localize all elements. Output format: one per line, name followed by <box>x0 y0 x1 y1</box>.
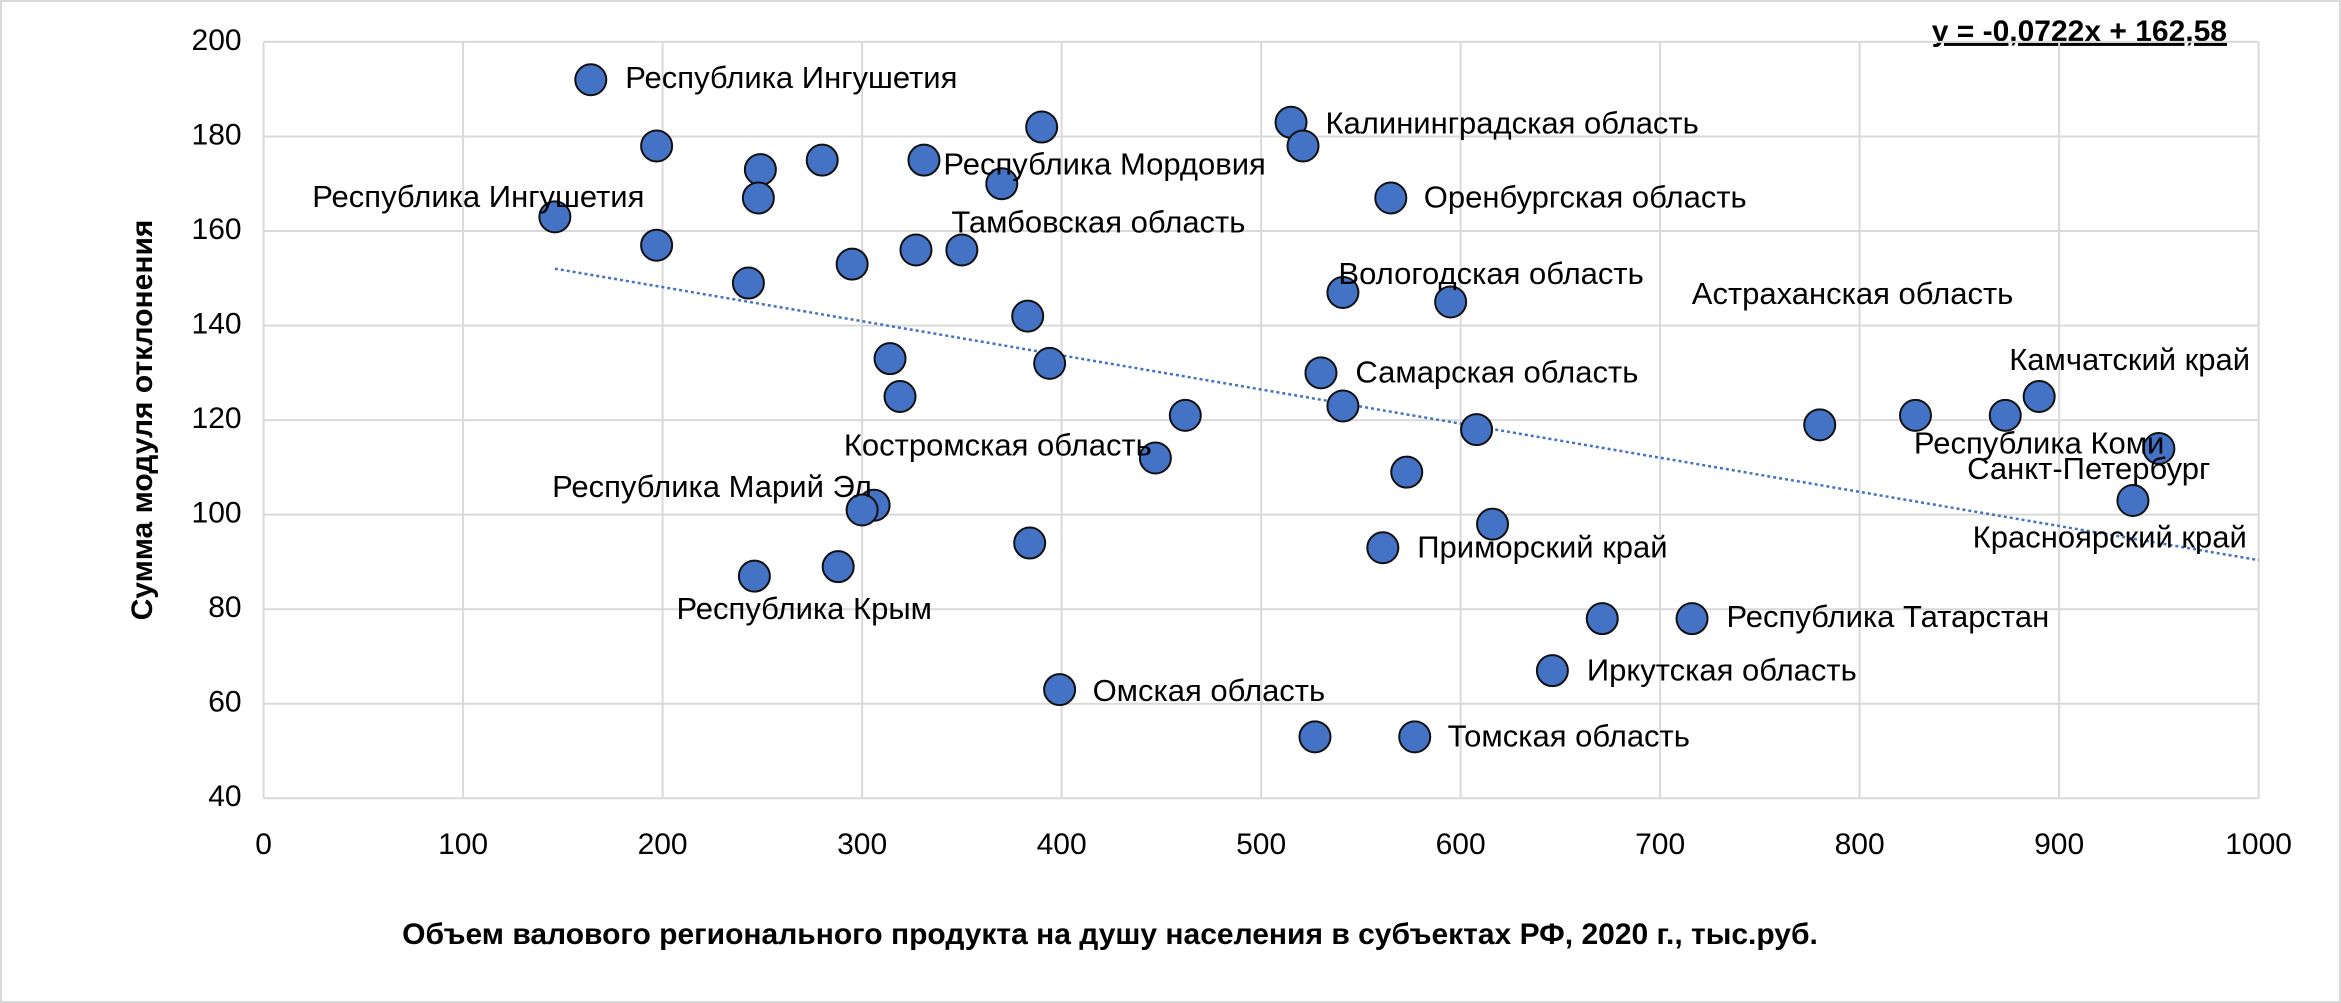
x-tick-label: 500 <box>1236 828 1286 861</box>
marker <box>985 167 1019 201</box>
data-label: Республика Ингушетия <box>625 60 957 95</box>
marker <box>1326 389 1360 423</box>
marker <box>1168 398 1202 432</box>
marker <box>883 379 917 413</box>
trendline <box>554 267 2259 562</box>
data-label: Томская область <box>1448 719 1690 754</box>
x-tick-label: 0 <box>255 828 272 861</box>
marker <box>1013 526 1047 560</box>
marker <box>1675 602 1709 636</box>
marker <box>805 143 839 177</box>
data-label: Камчатский край <box>2009 342 2250 377</box>
data-label: Республика Мордовия <box>943 146 1265 181</box>
data-label: Самарская область <box>1355 355 1638 390</box>
marker <box>1476 507 1510 541</box>
x-tick-label: 1000 <box>2225 828 2292 861</box>
marker <box>741 181 775 215</box>
y-tick-label: 200 <box>192 24 242 57</box>
data-label: Иркутская область <box>1587 652 1857 687</box>
marker <box>640 129 674 163</box>
y-tick-label: 180 <box>192 118 242 151</box>
marker <box>845 493 879 527</box>
data-label: Республика Марий Эл <box>552 469 872 504</box>
y-tick-label: 60 <box>208 686 241 719</box>
marker <box>2142 431 2176 465</box>
marker <box>1298 720 1332 754</box>
marker <box>821 550 855 584</box>
marker <box>1286 129 1320 163</box>
marker <box>1988 398 2022 432</box>
x-tick-label: 200 <box>638 828 688 861</box>
marker <box>1138 441 1172 475</box>
marker <box>1585 602 1619 636</box>
y-tick-label: 40 <box>208 780 241 813</box>
data-label: Красноярский край <box>1973 520 2247 555</box>
marker <box>945 233 979 267</box>
marker <box>835 247 869 281</box>
x-tick-label: 600 <box>1436 828 1486 861</box>
y-tick-label: 140 <box>192 307 242 340</box>
data-label: Приморский край <box>1417 529 1667 564</box>
marker <box>1374 181 1408 215</box>
x-axis-title: Объем валового регионального продукта на… <box>402 918 1818 951</box>
data-label: Республика Ингушетия <box>312 179 644 214</box>
data-label: Костромская область <box>844 428 1152 463</box>
data-label: Республика Крым <box>676 591 931 626</box>
x-tick-label: 700 <box>1635 828 1685 861</box>
y-tick-label: 160 <box>192 213 242 246</box>
marker <box>2022 379 2056 413</box>
marker <box>1434 285 1468 319</box>
marker <box>907 143 941 177</box>
data-label: Вологодская область <box>1338 256 1643 291</box>
y-axis-title: Сумма модуля отклонения <box>126 220 159 621</box>
marker <box>2116 483 2150 517</box>
marker <box>899 233 933 267</box>
y-tick-label: 100 <box>192 497 242 530</box>
trendline-equation: y = -0,0722x + 162,58 <box>1932 15 2227 48</box>
marker <box>737 559 771 593</box>
y-tick-label: 120 <box>192 402 242 435</box>
marker <box>743 153 777 187</box>
marker <box>1390 455 1424 489</box>
marker <box>1460 413 1494 447</box>
marker <box>1366 531 1400 565</box>
marker <box>574 63 608 97</box>
marker <box>640 228 674 262</box>
x-tick-label: 900 <box>2034 828 2084 861</box>
marker <box>731 266 765 300</box>
y-tick-label: 80 <box>208 591 241 624</box>
data-label: Калининградская область <box>1325 105 1698 140</box>
marker <box>1898 398 1932 432</box>
marker <box>1025 110 1059 144</box>
marker <box>538 200 572 234</box>
marker <box>1033 346 1067 380</box>
data-label: Астраханская область <box>1692 276 2014 311</box>
marker <box>1398 720 1432 754</box>
x-tick-label: 300 <box>837 828 887 861</box>
data-label: Санкт-Петербург <box>1967 451 2210 486</box>
data-label: Омская область <box>1093 673 1326 708</box>
marker <box>873 342 907 376</box>
marker <box>1011 299 1045 333</box>
x-tick-label: 400 <box>1037 828 1087 861</box>
data-label: Оренбургская область <box>1424 180 1747 215</box>
marker <box>1535 654 1569 688</box>
marker <box>1803 408 1837 442</box>
x-tick-label: 100 <box>438 828 488 861</box>
marker <box>1326 275 1360 309</box>
x-tick-label: 800 <box>1835 828 1885 861</box>
marker <box>1304 356 1338 390</box>
marker <box>1043 673 1077 707</box>
data-label: Республика Коми <box>1914 426 2164 461</box>
data-label: Тамбовская область <box>951 205 1245 240</box>
data-label: Республика Татарстан <box>1726 599 2049 634</box>
